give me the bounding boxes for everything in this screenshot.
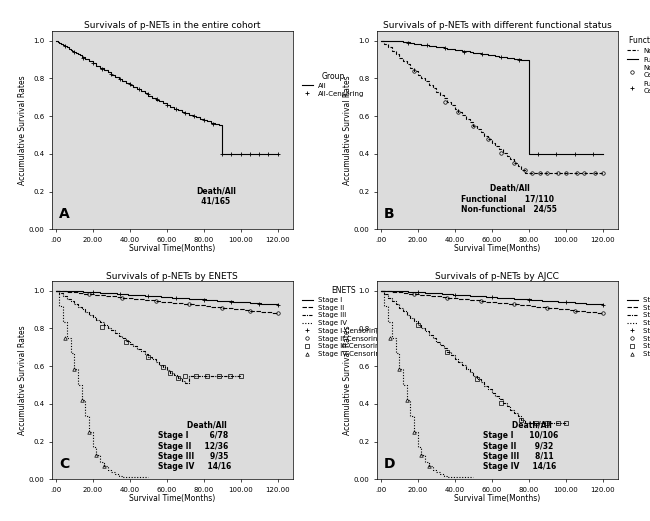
Legend: Non-functional, Functional, Non-functional-
Censoring, Functional-
Censoring: Non-functional, Functional, Non-function… — [626, 35, 650, 96]
X-axis label: Survival Time(Months): Survival Time(Months) — [454, 494, 540, 503]
Title: Survivals of p-NETs in the entire cohort: Survivals of p-NETs in the entire cohort — [84, 21, 261, 31]
X-axis label: Survival Time(Months): Survival Time(Months) — [129, 494, 215, 503]
Text: Death/All
Stage I        6/78
Stage II     12/36
Stage III      9/35
Stage IV   : Death/All Stage I 6/78 Stage II 12/36 St… — [158, 421, 231, 472]
Y-axis label: Accumulative Survival Rates: Accumulative Survival Rates — [343, 76, 352, 185]
Y-axis label: Accumulative Survival Rates: Accumulative Survival Rates — [18, 76, 27, 185]
Text: Death/All
Stage I      10/106
Stage II       9/32
Stage III      8/11
Stage IV  : Death/All Stage I 10/106 Stage II 9/32 S… — [483, 421, 558, 472]
Text: A: A — [59, 207, 70, 221]
Title: Survivals of p-NETs by ENETS: Survivals of p-NETs by ENETS — [107, 271, 238, 281]
Text: B: B — [384, 207, 395, 221]
Y-axis label: Accumulative Survival Rates: Accumulative Survival Rates — [18, 326, 27, 435]
Text: C: C — [59, 457, 70, 472]
X-axis label: Survival Time(Months): Survival Time(Months) — [454, 244, 540, 253]
Title: Survivals of p-NETs by AJCC: Survivals of p-NETs by AJCC — [436, 271, 559, 281]
Y-axis label: Accumulative Survival Rates: Accumulative Survival Rates — [343, 326, 352, 435]
X-axis label: Survival Time(Months): Survival Time(Months) — [129, 244, 215, 253]
Legend: Stage I, Stage II, Stage III, Stage IV, Stage I-Censoring, Stage II-Censoring, S: Stage I, Stage II, Stage III, Stage IV, … — [626, 285, 650, 358]
Title: Survivals of p-NETs with different functional status: Survivals of p-NETs with different funct… — [383, 21, 612, 31]
Legend: Stage I, Stage II, Stage III, Stage IV, Stage I-Censoring, Stage II-Censoring, S: Stage I, Stage II, Stage III, Stage IV, … — [301, 285, 386, 358]
Text: Death/All
Functional       17/110
Non-functional   24/55: Death/All Functional 17/110 Non-function… — [462, 183, 557, 214]
Text: D: D — [384, 457, 396, 472]
Text: Death/All
  41/165: Death/All 41/165 — [196, 186, 236, 205]
Legend: All, All-Censoring: All, All-Censoring — [301, 70, 366, 98]
